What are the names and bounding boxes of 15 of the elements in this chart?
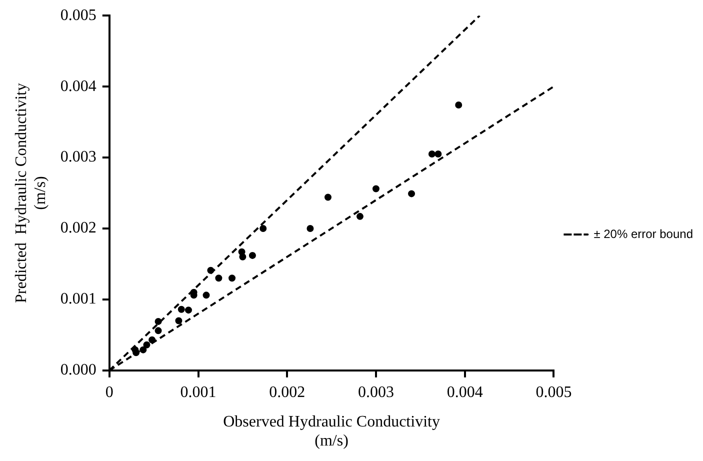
y-tick-label: 0.004 xyxy=(60,78,96,95)
x-axis-title: Observed Hydraulic Conductivity (m/s) xyxy=(223,413,440,450)
legend-label: ± 20% error bound xyxy=(594,226,693,241)
x-tick-label: 0.002 xyxy=(269,384,306,402)
x-tick-label: 0.003 xyxy=(358,384,394,402)
x-tick-label: 0.001 xyxy=(180,384,216,402)
y-tick-label: 0.005 xyxy=(60,6,96,24)
y-tick-label: 0.001 xyxy=(60,290,96,308)
x-tick-label: 0 xyxy=(105,384,114,402)
x-tick-label: 0.005 xyxy=(536,384,572,402)
x-tick-label: 0.004 xyxy=(446,384,483,402)
y-tick-label: 0.000 xyxy=(60,362,96,379)
y-tick-label: 0.003 xyxy=(60,148,96,166)
y-axis-title: Predicted Hydraulic Conductivity (m/s) xyxy=(12,83,50,303)
y-tick-label: 0.002 xyxy=(60,220,96,237)
